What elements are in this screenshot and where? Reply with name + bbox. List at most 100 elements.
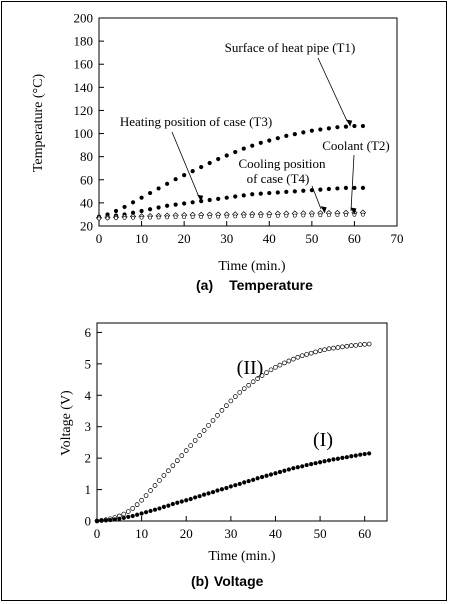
temperature-series-3: [97, 212, 365, 221]
temperature-series-1: [96, 185, 366, 221]
voltage-y-axis-label: Voltage (V): [59, 390, 74, 456]
temperature-series-1-point: [241, 193, 246, 198]
temperature-series-3-point: [122, 216, 127, 220]
voltage-x-tick-label: 60: [358, 526, 371, 541]
voltage-series-0-point: [179, 453, 185, 458]
voltage-series-1-point: [197, 494, 202, 499]
voltage-x-tick-label: 30: [224, 526, 237, 541]
temperature-series-1-point: [326, 186, 331, 192]
temperature-series-1-point: [335, 186, 340, 191]
voltage-series-1: [94, 451, 372, 524]
annotation-t4-label-line2: of case (T4): [247, 171, 310, 186]
temperature-series-1-point: [182, 201, 187, 206]
temperature-series-1-point: [275, 190, 280, 195]
temperature-series-1-point: [130, 210, 136, 215]
temperature-series-0-point: [284, 133, 289, 138]
voltage-series-1-point: [179, 499, 184, 504]
temperature-series-0-point: [173, 177, 178, 182]
voltage-series-0-point: [188, 443, 194, 448]
annotation-series-i-label: (I): [313, 429, 333, 451]
voltage-series-0-point: [353, 342, 359, 348]
voltage-series-1-point: [135, 512, 140, 517]
voltage-series-1-point: [224, 485, 229, 491]
voltage-y-tick-label: 6: [85, 325, 92, 340]
temperature-series-3-point: [148, 215, 152, 220]
temperature-series-0-point: [216, 156, 221, 162]
temperature-series-1-point: [292, 189, 297, 194]
voltage-series-0-point: [317, 348, 323, 354]
voltage-series-1-point: [103, 518, 109, 523]
voltage-x-tick-label: 10: [135, 526, 148, 541]
temperature-annotation-arrowhead: [350, 207, 357, 215]
voltage-series-1-point: [143, 510, 149, 515]
temperature-series-3-point: [361, 212, 365, 217]
temperature-series-0-point: [343, 124, 349, 129]
temperature-series-0-point: [318, 127, 323, 132]
temperature-series-3-point: [207, 214, 212, 219]
temperature-series-3-point: [105, 216, 110, 221]
voltage-y-tick-label: 0: [85, 514, 92, 529]
temperature-series-1-point: [207, 197, 212, 203]
temperature-series-1-point: [258, 191, 263, 196]
temperature-series-3-point: [250, 214, 255, 219]
temperature-series-1-point: [233, 194, 238, 199]
voltage-series-0-point: [148, 488, 153, 493]
temperature-chart: 0 10 20 30 40 50 60 70 20 40 60 80 100 120 140 160 180 20…: [31, 11, 404, 294]
temperature-series-0-point: [360, 123, 366, 129]
temperature-series-1-point: [318, 187, 323, 192]
voltage-series-0-point: [335, 345, 341, 350]
voltage-series-1-point: [228, 484, 233, 489]
voltage-series-0-point: [183, 448, 189, 453]
voltage-series-0-point: [313, 349, 318, 355]
temperature-series-0-point: [301, 130, 306, 135]
temperature-y-tick-label: 120: [74, 103, 94, 118]
caption-a-text: Temperature: [229, 277, 313, 293]
voltage-series-1-point: [353, 453, 358, 458]
voltage-series-0-point: [232, 394, 238, 399]
voltage-series-1-point: [309, 462, 314, 467]
voltage-series-1-point: [161, 504, 167, 509]
voltage-series-0-point: [197, 433, 202, 438]
temperature-series-0-point: [199, 164, 204, 170]
voltage-series-1-point: [340, 455, 345, 460]
temperature-series-1-point: [216, 196, 221, 201]
temperature-series-3-point: [267, 214, 272, 218]
voltage-series-0-point: [268, 367, 274, 373]
temperature-series-3-point: [216, 214, 221, 219]
voltage-x-tick-label: 40: [269, 526, 282, 541]
temperature-series-0-point: [326, 126, 331, 131]
voltage-series-1-point: [117, 516, 122, 521]
annotation-t2-leader: [350, 154, 355, 212]
temperature-series-3-point: [344, 213, 348, 217]
temperature-series-1-point: [250, 192, 255, 197]
voltage-series-1-point: [130, 513, 135, 519]
voltage-series-1-point: [112, 517, 117, 522]
voltage-series-0-point: [277, 362, 283, 368]
temperature-series-1-point: [343, 185, 349, 190]
temperature-series-3-point: [258, 214, 263, 218]
temperature-series-1-point: [352, 185, 357, 190]
temperature-y-tick-label: 40: [80, 195, 93, 210]
voltage-series-1-point: [313, 461, 318, 466]
temperature-x-tick-label: 30: [220, 231, 233, 246]
temperature-y-tick-label: 60: [80, 172, 93, 187]
temperature-annotation-arrowhead: [346, 119, 353, 127]
temperature-series-3-point: [335, 213, 340, 217]
temperature-x-tick-label: 20: [178, 231, 191, 246]
voltage-series-1-point: [358, 452, 363, 457]
voltage-series-1-point: [157, 506, 162, 511]
temperature-series-3-point: [326, 213, 331, 218]
temperature-series-1-point: [284, 189, 289, 195]
voltage-series-1-point: [201, 492, 207, 497]
voltage-series-0-point: [224, 403, 229, 409]
temperature-series-0-point: [147, 190, 153, 196]
voltage-series-1-point: [326, 458, 332, 463]
voltage-series-0-point: [259, 373, 265, 378]
voltage-y-tick-label: 4: [85, 388, 92, 403]
temperature-series-3-point: [165, 215, 170, 220]
temperature-y-tick-label: 20: [80, 219, 93, 234]
temperature-y-tick-label: 140: [74, 80, 94, 95]
voltage-series-0-point: [322, 347, 327, 353]
temperature-series-3-point: [233, 214, 238, 219]
caption-b-text: Voltage: [214, 573, 264, 589]
